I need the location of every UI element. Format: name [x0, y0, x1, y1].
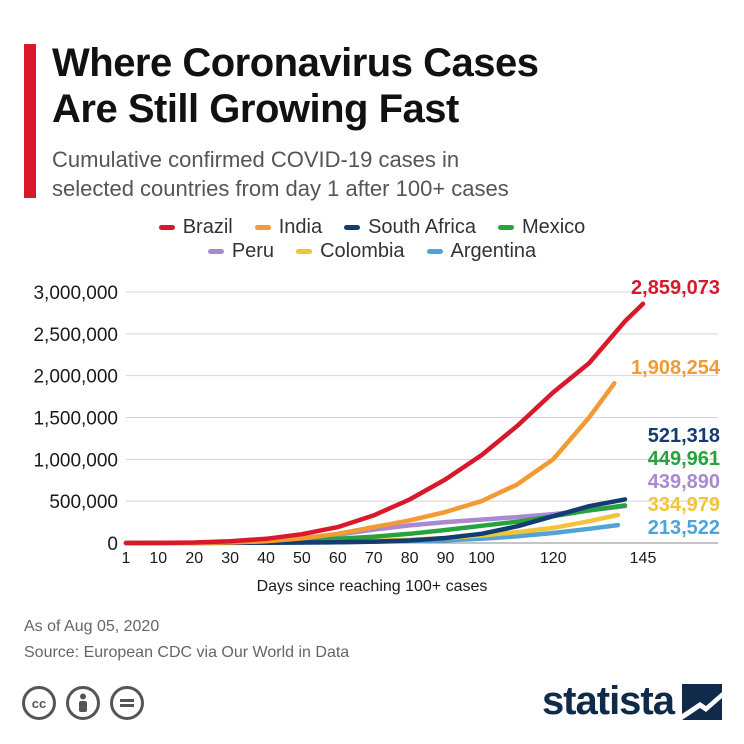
legend-label: Peru	[231, 240, 275, 262]
chart-title: Where Coronavirus Cases Are Still Growin…	[52, 40, 539, 132]
end-label-south-africa: 521,318	[648, 425, 720, 447]
x-tick-label: 10	[149, 550, 167, 567]
legend-label: Colombia	[320, 240, 405, 262]
legend-item-brazil: Brazil	[158, 216, 233, 239]
legend-swatch-colombia	[296, 249, 313, 254]
legend-swatch-south-africa	[344, 225, 361, 230]
x-tick-label: 145	[630, 550, 657, 567]
x-tick-label: 100	[468, 550, 495, 567]
legend-label: South Africa	[368, 216, 476, 238]
end-label-brazil: 2,859,073	[631, 277, 720, 299]
title-line-1: Where Coronavirus Cases	[52, 41, 539, 85]
source-note: Source: European CDC via Our World in Da…	[24, 644, 350, 661]
title-line-2: Are Still Growing Fast	[52, 87, 459, 131]
legend-row-1: Brazil India South Africa Mexico	[0, 216, 744, 239]
cc-icon[interactable]: cc	[22, 686, 56, 720]
x-tick-label: 60	[329, 550, 347, 567]
y-tick-label: 1,000,000	[33, 450, 118, 471]
legend-item-argentina: Argentina	[426, 240, 537, 263]
legend-swatch-argentina	[426, 249, 443, 254]
as-of-date: As of Aug 05, 2020	[24, 618, 160, 635]
legend-label: Mexico	[521, 216, 586, 238]
end-label-peru: 439,890	[648, 471, 720, 493]
person-glyph	[79, 693, 87, 712]
x-tick-label: 20	[185, 550, 203, 567]
accent-bar	[24, 44, 36, 198]
legend-swatch-peru	[207, 249, 224, 254]
legend-row-2: Peru Colombia Argentina	[0, 240, 744, 263]
equals-glyph	[120, 699, 134, 707]
legend-label: India	[278, 216, 323, 238]
series-line-brazil	[123, 301, 646, 546]
end-label-india: 1,908,254	[631, 357, 721, 379]
no-derivatives-icon[interactable]	[110, 686, 144, 720]
legend-item-south-africa: South Africa	[344, 216, 476, 239]
license-icons: cc	[22, 686, 144, 720]
logo-mark-icon	[682, 683, 722, 720]
y-tick-label: 1,500,000	[33, 409, 118, 430]
legend-item-mexico: Mexico	[497, 216, 586, 239]
legend-label: Argentina	[450, 240, 537, 262]
end-label-mexico: 449,961	[648, 448, 720, 470]
line-chart: 0 500,000 1,000,000 1,500,000 2,000,000 2,500…	[33, 277, 721, 595]
y-tick-label: 0	[107, 534, 118, 555]
x-axis-title: Days since reaching 100+ cases	[257, 578, 488, 595]
logo-mark-glyph	[682, 683, 722, 720]
subtitle-line-1: Cumulative confirmed COVID-19 cases in	[52, 147, 460, 172]
y-tick-label: 3,000,000	[33, 283, 118, 304]
legend-swatch-india	[254, 225, 271, 230]
x-tick-label: 30	[221, 550, 239, 567]
legend-swatch-mexico	[497, 225, 514, 230]
y-tick-label: 2,500,000	[33, 325, 118, 346]
attribution-icon[interactable]	[66, 686, 100, 720]
y-tick-label: 2,000,000	[33, 367, 118, 388]
legend-item-peru: Peru	[207, 240, 275, 263]
x-tick-label: 80	[401, 550, 419, 567]
end-label-colombia: 334,979	[648, 494, 720, 516]
x-tick-label: 50	[293, 550, 311, 567]
x-tick-label: 1	[122, 550, 131, 567]
x-tick-label: 90	[437, 550, 455, 567]
y-tick-label: 500,000	[49, 492, 118, 513]
legend-swatch-brazil	[158, 225, 175, 230]
x-tick-label: 120	[540, 550, 567, 567]
x-tick-label: 70	[365, 550, 383, 567]
end-label-argentina: 213,522	[648, 517, 720, 539]
chart-subtitle: Cumulative confirmed COVID-19 cases in s…	[52, 145, 509, 203]
logo-text: statista	[541, 679, 675, 723]
statista-logo[interactable]: statista	[542, 679, 722, 724]
subtitle-line-2: selected countries from day 1 after 100+…	[52, 176, 509, 201]
legend-label: Brazil	[182, 216, 233, 238]
legend-item-india: India	[254, 216, 323, 239]
series-line-mexico	[123, 503, 628, 546]
x-tick-label: 40	[257, 550, 275, 567]
legend-item-colombia: Colombia	[296, 240, 405, 263]
